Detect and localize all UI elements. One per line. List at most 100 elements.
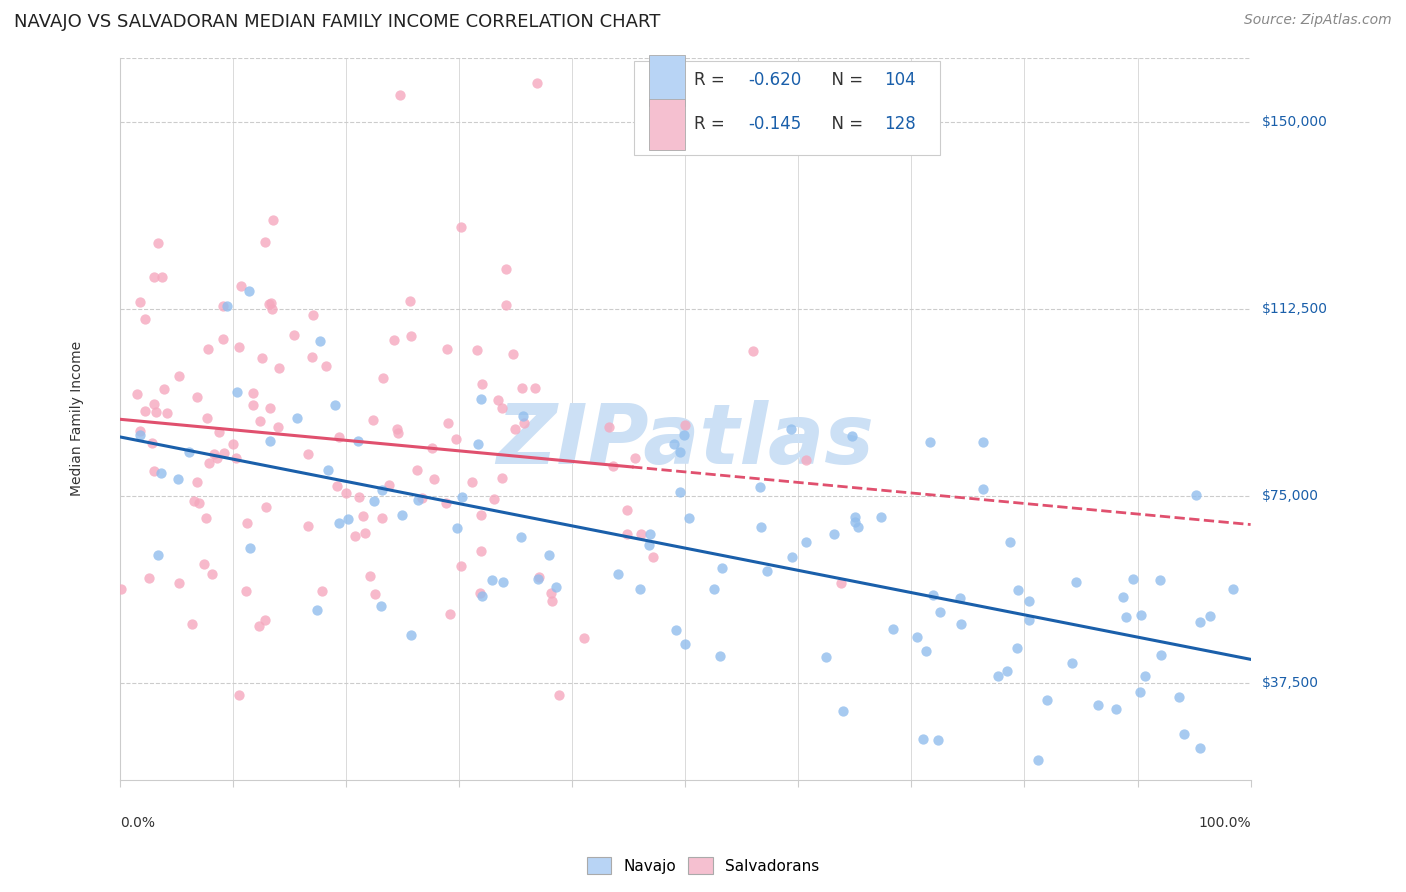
Point — [352, 508, 374, 523]
Point — [927, 732, 949, 747]
Point — [450, 219, 472, 234]
Point — [364, 587, 387, 601]
Point — [470, 508, 492, 522]
Point — [387, 426, 409, 441]
Point — [538, 548, 561, 562]
Point — [630, 527, 652, 541]
Text: R =: R = — [695, 115, 730, 134]
Point — [668, 445, 690, 459]
Point — [328, 516, 350, 531]
Point — [167, 368, 190, 383]
Point — [406, 463, 429, 477]
Point — [437, 416, 460, 430]
Point — [1135, 668, 1157, 682]
Point — [208, 425, 231, 439]
Point — [527, 570, 550, 584]
Point — [309, 334, 332, 348]
Point — [148, 548, 170, 562]
Point — [481, 574, 503, 588]
Point — [353, 525, 375, 540]
Point — [180, 617, 202, 632]
Point — [301, 350, 323, 364]
Point — [423, 472, 446, 486]
Point — [465, 343, 488, 357]
Point — [142, 464, 165, 478]
Point — [328, 429, 350, 443]
Point — [228, 340, 250, 354]
Text: -0.620: -0.620 — [748, 71, 801, 89]
Point — [823, 527, 845, 541]
Point — [287, 410, 309, 425]
Point — [305, 603, 328, 617]
Point — [128, 295, 150, 310]
Point — [315, 359, 337, 374]
Point — [471, 377, 494, 392]
Text: N =: N = — [821, 71, 869, 89]
Point — [911, 731, 934, 746]
Point — [513, 416, 536, 430]
Point — [318, 463, 340, 477]
Point — [742, 344, 765, 359]
Point — [389, 87, 412, 102]
Text: -0.145: -0.145 — [748, 115, 801, 134]
Text: 128: 128 — [884, 115, 915, 134]
Point — [1018, 594, 1040, 608]
Point — [197, 342, 219, 356]
Point — [638, 527, 661, 541]
Point — [1185, 488, 1208, 502]
Point — [253, 613, 276, 627]
Point — [254, 500, 277, 514]
Point — [450, 559, 472, 574]
Point — [602, 458, 624, 473]
Point — [1167, 690, 1189, 704]
Point — [882, 623, 904, 637]
Point — [399, 294, 422, 309]
Point — [870, 510, 893, 524]
Point — [467, 436, 489, 450]
FancyBboxPatch shape — [650, 99, 685, 150]
Point — [1188, 740, 1211, 755]
Point — [439, 607, 461, 621]
Point — [249, 414, 271, 428]
Text: Median Family Income: Median Family Income — [70, 341, 84, 496]
Point — [226, 385, 249, 400]
Point — [512, 409, 534, 423]
Point — [510, 381, 533, 395]
Point — [502, 346, 524, 360]
Point — [153, 383, 176, 397]
Point — [363, 494, 385, 508]
Point — [1149, 574, 1171, 588]
Point — [470, 392, 492, 406]
Point — [749, 520, 772, 534]
Point — [1087, 698, 1109, 712]
Point — [138, 571, 160, 585]
Point — [110, 582, 132, 597]
Point — [749, 480, 772, 494]
Point — [451, 490, 474, 504]
Point — [399, 328, 422, 343]
Text: N =: N = — [821, 115, 869, 134]
Point — [841, 429, 863, 443]
Point — [446, 432, 468, 446]
Point — [972, 482, 994, 496]
Point — [371, 371, 394, 385]
Text: ZIPatlas: ZIPatlas — [496, 400, 875, 481]
Point — [492, 575, 515, 590]
Point — [1198, 609, 1220, 624]
Point — [145, 405, 167, 419]
Point — [848, 520, 870, 534]
Point — [546, 580, 568, 594]
Point — [253, 235, 276, 249]
Point — [488, 393, 510, 408]
Point — [468, 586, 491, 600]
Text: Source: ZipAtlas.com: Source: ZipAtlas.com — [1244, 13, 1392, 28]
Point — [709, 648, 731, 663]
Point — [986, 669, 1008, 683]
Point — [628, 582, 651, 596]
Point — [349, 490, 371, 504]
Point — [1222, 582, 1244, 596]
FancyBboxPatch shape — [634, 62, 939, 155]
Text: $150,000: $150,000 — [1261, 115, 1327, 129]
Text: 100.0%: 100.0% — [1198, 815, 1250, 830]
Point — [371, 483, 394, 497]
